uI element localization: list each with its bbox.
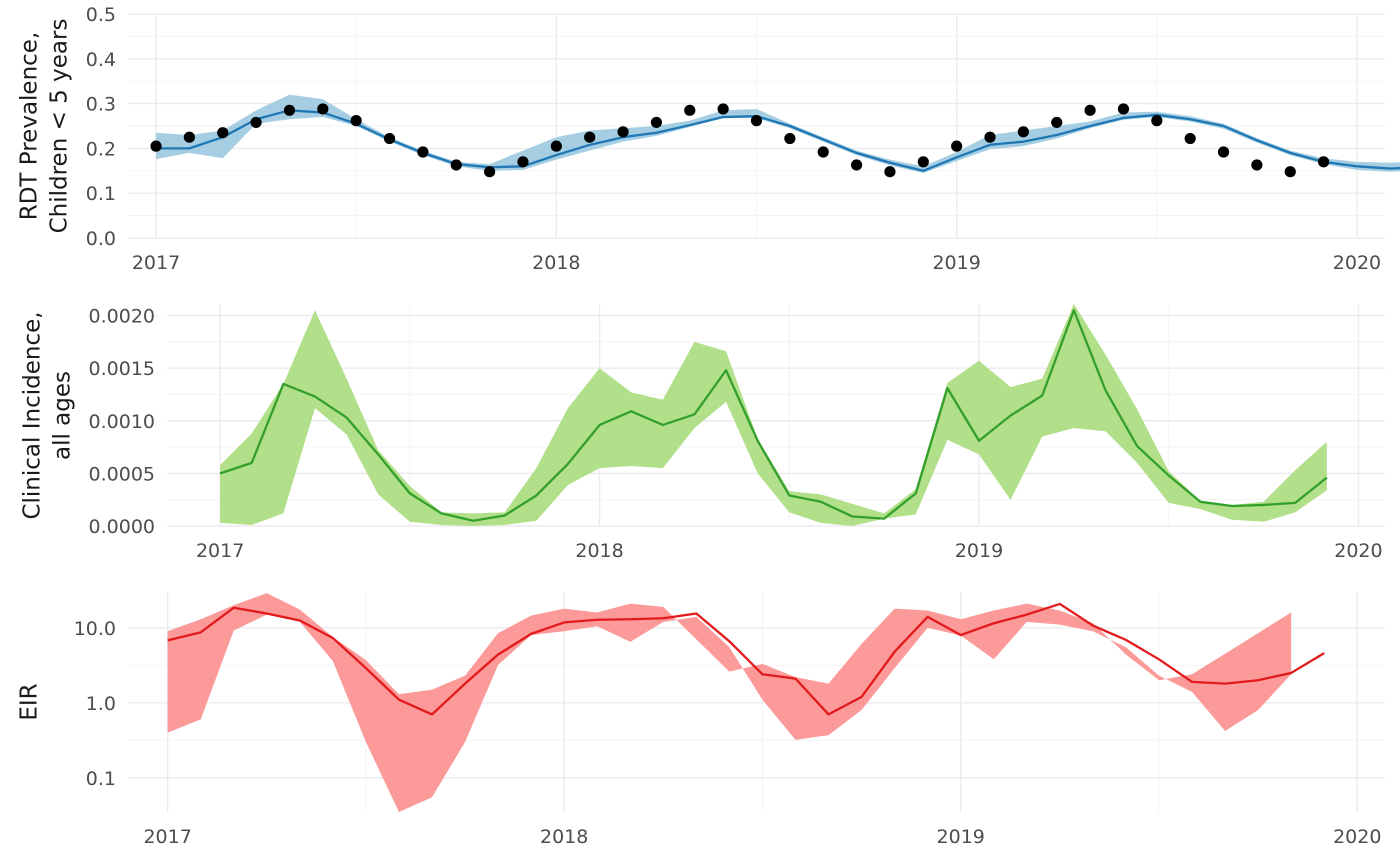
prevalence-y-tick-label: 0.2 [86, 138, 116, 160]
prevalence-observed-point [317, 103, 329, 115]
incidence-y-tick-label: 0.0015 [89, 358, 155, 380]
prevalence-observed-point [517, 156, 529, 168]
incidence-x-tick-label: 2020 [1334, 540, 1382, 562]
prevalence-y-tick-label: 0.0 [86, 228, 116, 250]
prevalence-observed-point [984, 131, 996, 143]
prevalence-observed-point [1318, 156, 1330, 168]
prevalence-median-line [156, 109, 1400, 172]
eir-x-tick-label: 2018 [540, 826, 588, 848]
incidence-x-tick-label: 2018 [575, 540, 623, 562]
prevalence-observed-point [550, 140, 562, 152]
incidence-uncertainty-band [220, 303, 1327, 526]
prevalence-observed-point [150, 140, 162, 152]
prevalence-observed-point [617, 126, 629, 138]
prevalence-observed-point [1151, 115, 1163, 127]
prevalence-x-tick-label: 2017 [132, 252, 180, 274]
eir-y-axis-label: EIR [17, 683, 43, 720]
prevalence-observed-point [684, 104, 696, 116]
prevalence-observed-point [1251, 159, 1263, 171]
incidence-y-axis-label: all ages [50, 371, 76, 460]
incidence-y-tick-label: 0.0000 [89, 516, 155, 538]
incidence-y-tick-label: 0.0020 [89, 306, 155, 328]
eir-uncertainty-band [167, 593, 1292, 812]
prevalence-panel: 0.0 0.1 0.2 0.3 0.4 0.5 2017 2018 2019 2020 RDT Pr… [17, 4, 1400, 274]
prevalence-observed-point [1017, 126, 1029, 138]
prevalence-observed-point [1284, 166, 1296, 178]
prevalence-observed-point [884, 166, 896, 178]
incidence-y-tick-label: 0.0005 [89, 463, 155, 485]
prevalence-observed-point [650, 116, 663, 129]
prevalence-x-tick-label: 2020 [1333, 252, 1381, 274]
prevalence-observed-point [784, 132, 796, 145]
prevalence-observed-point [183, 131, 195, 143]
incidence-panel: 0.0000 0.0005 0.0010 0.0015 0.0020 2017 2018 20… [20, 303, 1385, 562]
prevalence-y-tick-label: 0.5 [86, 4, 116, 26]
eir-x-tick-label: 2020 [1333, 826, 1381, 848]
prevalence-y-axis-label: RDT Prevalence, [17, 32, 43, 221]
prevalence-y-tick-label: 0.1 [86, 183, 116, 205]
prevalence-y-tick-label: 0.4 [86, 49, 116, 71]
prevalence-uncertainty-band [156, 94, 1400, 174]
prevalence-observed-point [1217, 146, 1230, 158]
incidence-y-axis-label: Clinical Incidence, [20, 311, 46, 519]
prevalence-observed-point [383, 132, 396, 145]
prevalence-observed-point [1051, 116, 1063, 129]
eir-y-tick-label: 1.0 [86, 693, 116, 715]
prevalence-observed-point [217, 127, 229, 139]
prevalence-observed-point [450, 159, 462, 171]
prevalence-observed-point [250, 116, 262, 129]
prevalence-observed-point [350, 115, 362, 127]
prevalence-x-tick-label: 2019 [932, 252, 980, 274]
prevalence-observed-point [1184, 132, 1196, 145]
prevalence-observed-point [917, 156, 929, 168]
incidence-x-tick-label: 2019 [955, 540, 1003, 562]
prevalence-observed-point [1084, 104, 1096, 116]
eir-panel: 0.1 1.0 10.0 2017 2018 2019 2020 EIR [17, 592, 1385, 848]
incidence-y-tick-label: 0.0010 [89, 411, 155, 433]
eir-y-tick-label: 10.0 [74, 618, 116, 640]
prevalence-observed-point [850, 159, 863, 171]
prevalence-observed-point [717, 103, 729, 115]
incidence-median-line [219, 309, 1328, 522]
prevalence-observed-point [484, 166, 496, 178]
incidence-x-tick-label: 2017 [196, 540, 244, 562]
prevalence-observed-point [1117, 103, 1130, 115]
eir-x-tick-label: 2019 [937, 826, 985, 848]
prevalence-observed-point [584, 131, 596, 143]
eir-y-tick-label: 0.1 [86, 768, 116, 790]
prevalence-observed-point [283, 104, 296, 116]
prevalence-observed-point [750, 115, 763, 127]
prevalence-observed-point [817, 146, 829, 158]
prevalence-observed-point [417, 146, 429, 158]
prevalence-observed-point [951, 140, 963, 152]
prevalence-y-tick-label: 0.3 [86, 94, 116, 116]
eir-median-line [167, 602, 1325, 716]
eir-x-tick-label: 2017 [143, 826, 191, 848]
prevalence-x-tick-label: 2018 [532, 252, 580, 274]
prevalence-y-axis-label: Children < 5 years [47, 19, 73, 234]
